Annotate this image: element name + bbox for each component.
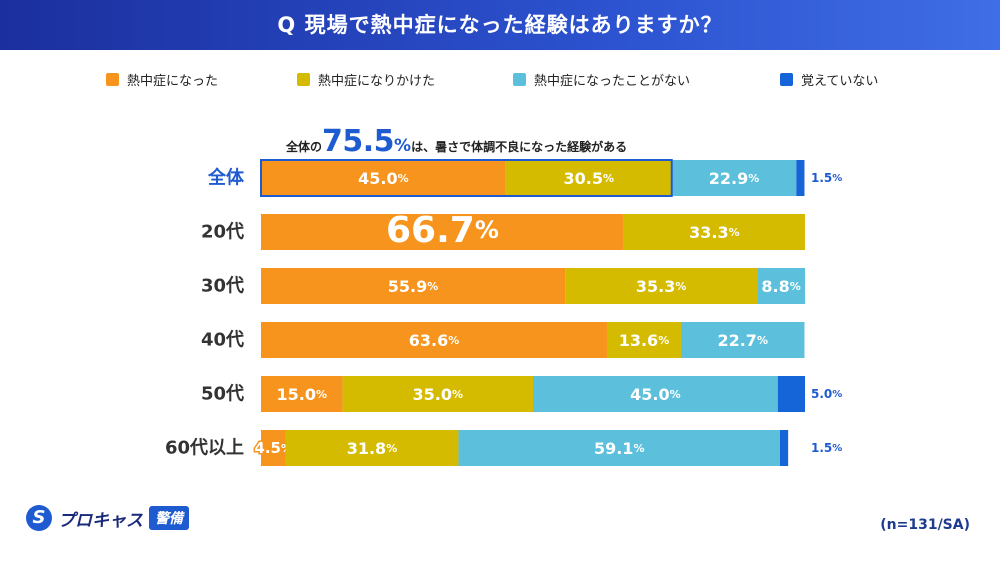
legend-label: 熱中症になった [127,74,219,89]
legend-item-almost: 熱中症になりかけた [297,70,435,89]
bar-segment-heatstroke [261,376,343,412]
data-label: 45.0% [358,169,409,188]
page-title: Q 現場で熱中症になった経験はありますか？ [0,0,1000,50]
legend-swatch [297,73,310,86]
logo-icon: S [26,505,52,531]
legend-swatch [106,73,119,86]
legend-swatch [513,73,526,86]
bar-segment-almost [285,430,459,466]
data-label: 15.0% [277,385,328,404]
category-label: 60代以上 [165,438,244,459]
callout: 全体の75.5%は、暑さで体調不良になった経験がある [286,124,627,159]
data-label: 63.6% [409,331,460,350]
data-label: 55.9% [388,277,439,296]
data-label: 13.6% [619,331,670,350]
category-label: 50代 [201,384,244,405]
legend-label: 熱中症になったことがない [534,74,691,89]
data-label: 22.7% [717,331,768,350]
bar-segment-never [671,160,797,196]
legend-swatch [780,73,793,86]
data-label: 35.0% [413,385,464,404]
bar-segment-never [533,376,778,412]
legend-item-never: 熱中症になったことがない [513,70,690,89]
brand-logo: S プロキャス 警備 [26,505,189,531]
highlight-frame [260,159,673,197]
data-label: 31.8% [347,439,398,458]
category-label: 40代 [201,330,244,351]
data-label: 22.9% [709,169,760,188]
data-label-big: 66.7% [386,210,499,251]
logo-badge: 警備 [149,506,189,530]
legend-label: 覚えていない [801,74,879,89]
legend-item-heatstroke: 熱中症になった [106,70,218,89]
bar-segment-almost [342,376,533,412]
data-label: 30.5% [564,169,615,188]
category-label: 全体 [207,167,245,189]
bar-segment-dont-remember [777,376,805,412]
callout-prefix: 全体の [286,140,323,154]
bar-segment-never [680,322,805,358]
data-label: 8.8% [761,277,800,296]
bar-segment-almost [623,214,805,250]
bar-segment-heatstroke [261,160,506,196]
category-label: 30代 [201,276,244,297]
data-label-outside: 5.0% [811,387,842,401]
bar-segment-dont-remember [796,160,805,196]
data-label: 45.0% [630,385,681,404]
bar-segment-heatstroke [261,214,624,250]
bar-segment-almost [505,160,672,196]
callout-value: 75.5 [322,124,395,159]
category-label: 20代 [201,222,244,243]
callout-suffix: は、暑さで体調不良になった経験がある [411,140,628,154]
bar-segment-dont-remember [779,430,789,466]
bar-segment-almost [565,268,758,304]
callout-percent: % [394,136,412,156]
bar-segment-heatstroke [261,430,286,466]
logo-name: プロキャス [58,510,143,531]
data-label: 59.1% [594,439,645,458]
data-label: 35.3% [636,277,687,296]
legend-item-dont-remember: 覚えていない [780,70,878,89]
bar-segment-heatstroke [261,268,566,304]
sample-size-note: (n=131/SA) [880,517,970,533]
bar-segment-never [458,430,780,466]
data-label: 33.3% [689,223,740,242]
data-label-outside: 1.5% [811,441,842,455]
bar-segment-almost [606,322,681,358]
data-label-outside: 1.5% [811,171,842,185]
bar-segment-never [757,268,805,304]
bar-segment-heatstroke [261,322,607,358]
legend-label: 熱中症になりかけた [318,74,436,89]
